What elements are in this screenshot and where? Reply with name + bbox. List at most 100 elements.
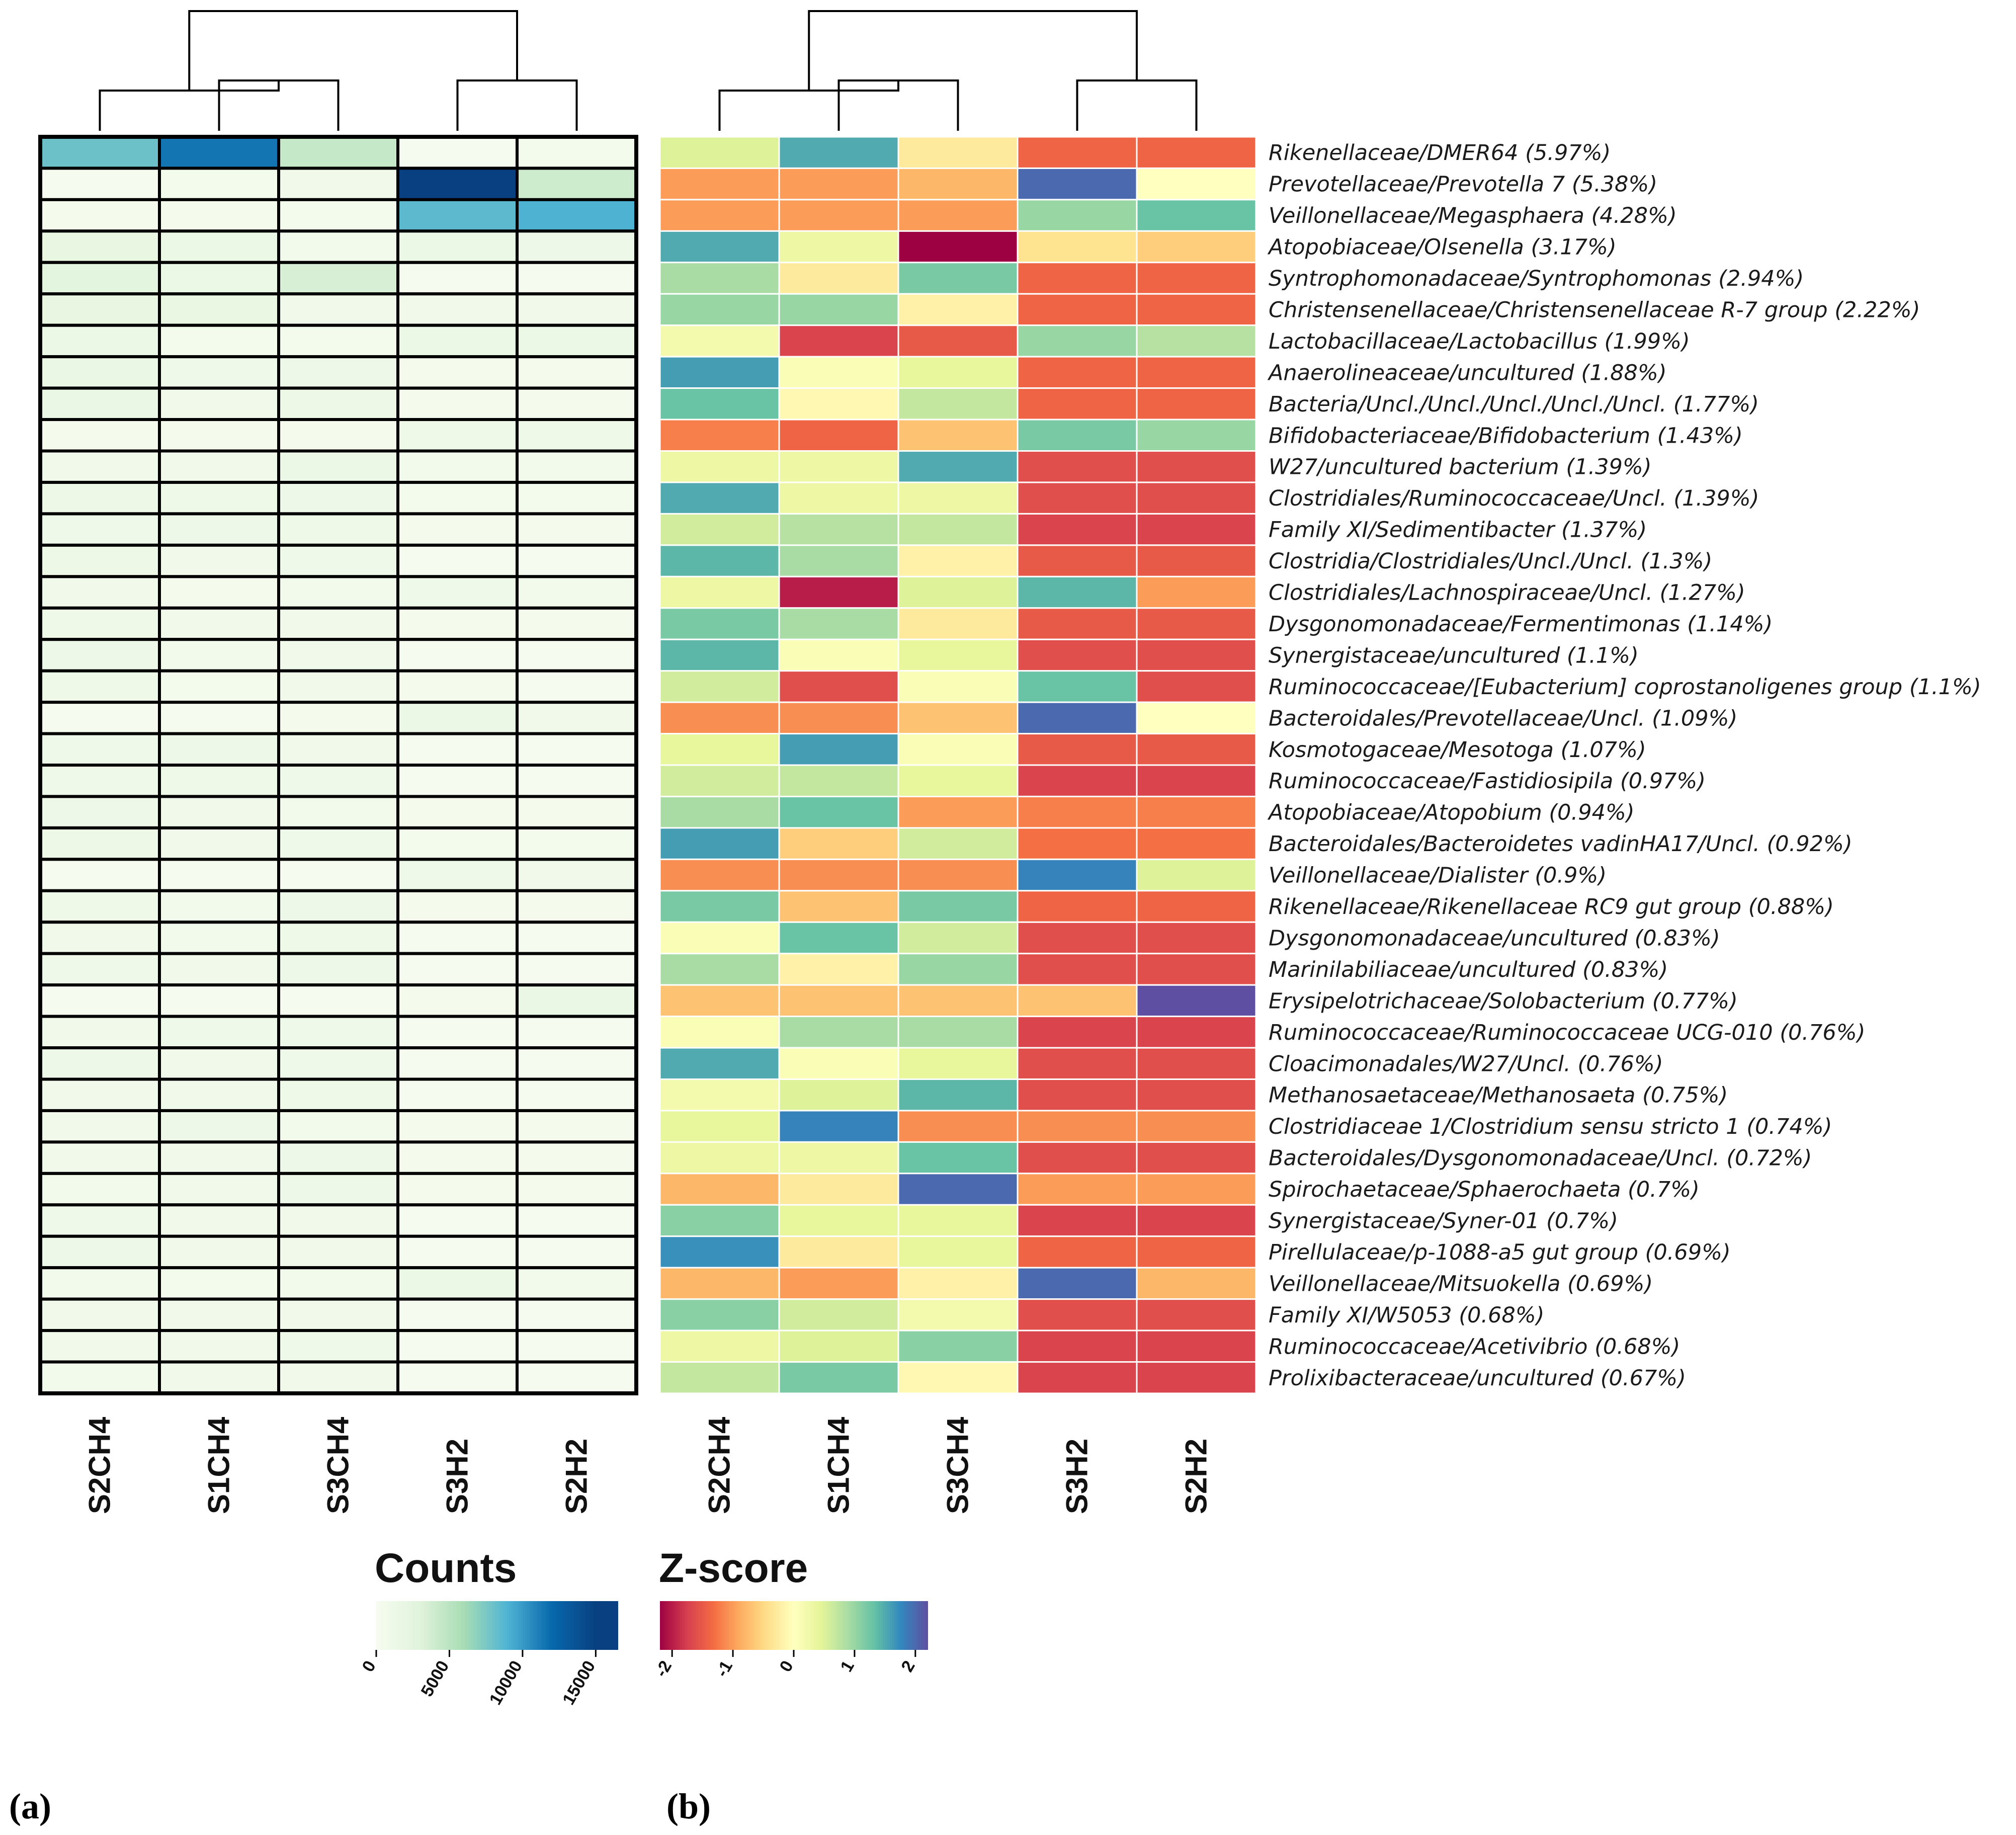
- heatmap-cell: [1136, 953, 1257, 986]
- heatmap-cell: [39, 261, 161, 296]
- heatmap-cell: [659, 356, 780, 389]
- heatmap-cell: [277, 606, 399, 641]
- heatmap-cell: [158, 638, 280, 673]
- legend-gradient-segment: [920, 1601, 924, 1650]
- heatmap-cell: [396, 418, 519, 453]
- legend-gradient-segment: [517, 1601, 520, 1650]
- heatmap-cell: [158, 1077, 280, 1112]
- legend-gradient-segment: [715, 1601, 719, 1650]
- heatmap-cell: [516, 1140, 638, 1175]
- heatmap-cell: [39, 449, 161, 484]
- taxon-label: Bifidobacteriaceae/Bifidobacterium (1.43…: [1269, 423, 1743, 448]
- heatmap-cell: [659, 481, 780, 515]
- heatmap-cell: [396, 449, 519, 484]
- heatmap-cell: [39, 1109, 161, 1144]
- heatmap-cell: [897, 262, 1019, 295]
- heatmap-cell: [158, 1360, 280, 1395]
- heatmap-cell: [778, 262, 899, 295]
- heatmap-cell: [1017, 701, 1138, 735]
- legend-gradient-segment: [427, 1601, 429, 1650]
- heatmap-cell: [778, 1235, 899, 1269]
- heatmap-cell: [778, 858, 899, 892]
- heatmap-cell: [158, 1297, 280, 1332]
- heatmap-cell: [778, 230, 899, 264]
- taxon-label: Bacteria/Uncl./Uncl./Uncl./Uncl./Uncl. (…: [1269, 392, 1759, 417]
- heatmap-cell: [396, 292, 519, 327]
- legend-gradient-segment: [874, 1601, 877, 1650]
- legend-gradient-segment: [691, 1601, 694, 1650]
- heatmap-cell: [158, 921, 280, 955]
- heatmap-cell: [516, 1329, 638, 1364]
- heatmap-cell: [778, 1298, 899, 1331]
- counts-column-labels: S2CH4 S1CH4 S3CH4 S3H2 S2H2: [83, 1416, 594, 1514]
- legend-gradient-segment: [664, 1601, 667, 1650]
- heatmap-cell: [1017, 795, 1138, 829]
- legend-gradient-segment: [421, 1601, 423, 1650]
- legend-gradient-segment: [809, 1601, 812, 1650]
- heatmap-cell: [277, 261, 399, 296]
- heatmap-cell: [1017, 827, 1138, 860]
- heatmap-cell: [396, 1046, 519, 1081]
- column-label: S2H2: [1180, 1439, 1213, 1514]
- legend-gradient-segment: [487, 1601, 489, 1650]
- legend-gradient-segment: [916, 1601, 919, 1650]
- taxon-label: Synergistaceae/Syner-01 (0.7%): [1269, 1209, 1618, 1234]
- heatmap-cell: [396, 261, 519, 296]
- heatmap-cell: [1136, 1016, 1257, 1049]
- heatmap-cell: [516, 418, 638, 453]
- heatmap-cell: [516, 952, 638, 987]
- taxon-label: Family XI/Sedimentibacter (1.37%): [1269, 518, 1647, 543]
- heatmap-cell: [778, 481, 899, 515]
- heatmap-cell: [897, 1235, 1019, 1269]
- heatmap-cell: [897, 1267, 1019, 1300]
- legend-gradient-segment: [800, 1601, 803, 1650]
- heatmap-cell: [1017, 858, 1138, 892]
- heatmap-cell: [516, 480, 638, 516]
- legend-gradient-segment: [802, 1601, 806, 1650]
- heatmap-cell: [659, 513, 780, 546]
- legend-gradient-segment: [563, 1601, 566, 1650]
- legend-gradient-segment: [811, 1601, 814, 1650]
- heatmap-cell: [778, 575, 899, 609]
- heatmap-cell: [396, 480, 519, 516]
- legend-gradient-segment: [782, 1601, 786, 1650]
- heatmap-cell: [1136, 1298, 1257, 1331]
- heatmap-cell: [39, 732, 161, 767]
- heatmap-cell: [39, 198, 161, 233]
- legend-gradient-segment: [533, 1601, 536, 1650]
- legend-gradient-segment: [513, 1601, 516, 1650]
- heatmap-cell: [39, 1297, 161, 1332]
- heatmap-cell: [396, 1140, 519, 1175]
- heatmap-cell: [1136, 481, 1257, 515]
- zscore-legend: Z-score -2 -1 0 1 2: [651, 1545, 928, 1680]
- legend-gradient-segment: [485, 1601, 487, 1650]
- legend-gradient-segment: [687, 1601, 690, 1650]
- heatmap-cell: [158, 764, 280, 798]
- legend-gradient-segment: [903, 1601, 906, 1650]
- heatmap-cell: [39, 826, 161, 861]
- column-label: S3H2: [441, 1439, 474, 1514]
- heatmap-cell: [897, 167, 1019, 201]
- legend-gradient-segment: [604, 1601, 606, 1650]
- taxon-label: Synergistaceae/uncultured (1.1%): [1269, 643, 1639, 668]
- heatmap-cell: [897, 858, 1019, 892]
- heatmap-cell: [897, 827, 1019, 860]
- legend-gradient-segment: [583, 1601, 586, 1650]
- heatmap-cell: [39, 669, 161, 704]
- heatmap-cell: [39, 1266, 161, 1301]
- legend-gradient-segment: [410, 1601, 413, 1650]
- legend-gradient-segment: [822, 1601, 826, 1650]
- legend-gradient-segment: [497, 1601, 499, 1650]
- heatmap-cell: [897, 670, 1019, 703]
- heatmap-cell: [396, 952, 519, 987]
- heatmap-cell: [277, 1140, 399, 1175]
- heatmap-cell: [659, 575, 780, 609]
- heatmap-cell: [158, 858, 280, 892]
- legend-gradient-segment: [843, 1601, 846, 1650]
- heatmap-cell: [1017, 1361, 1138, 1394]
- heatmap-cell: [516, 229, 638, 264]
- legend-gradient-segment: [878, 1601, 881, 1650]
- heatmap-cell: [277, 1266, 399, 1301]
- legend-gradient-segment: [673, 1601, 677, 1650]
- taxon-label: Pirellulaceae/p-1088-a5 gut group (0.69%…: [1269, 1240, 1731, 1265]
